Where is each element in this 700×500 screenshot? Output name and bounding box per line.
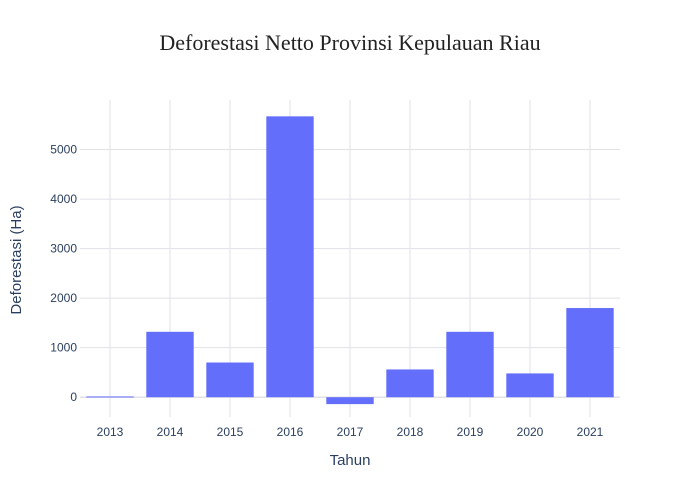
y-tick-label: 3000 xyxy=(50,242,77,256)
bar-2016[interactable] xyxy=(266,116,314,398)
y-tick-label: 1000 xyxy=(50,341,77,355)
x-tick-label: 2013 xyxy=(97,425,124,439)
x-tick-label: 2016 xyxy=(277,425,304,439)
x-tick-label: 2014 xyxy=(157,425,184,439)
bar-2017[interactable] xyxy=(326,397,374,405)
x-tick-label: 2021 xyxy=(577,425,604,439)
y-tick-labels: 0 1000 2000 3000 4000 5000 xyxy=(50,143,77,405)
bar-2015[interactable] xyxy=(206,362,254,398)
y-tick-label: 5000 xyxy=(50,143,77,157)
bar-2021[interactable] xyxy=(566,308,614,398)
y-tick-label: 2000 xyxy=(50,291,77,305)
x-tick-label: 2018 xyxy=(397,425,424,439)
x-tick-label: 2015 xyxy=(217,425,244,439)
x-tick-labels: 2013 2014 2015 2016 2017 2018 2019 2020 2021 xyxy=(97,425,604,439)
y-tick-label: 0 xyxy=(70,390,77,404)
y-tick-label: 4000 xyxy=(50,192,77,206)
x-tick-label: 2019 xyxy=(457,425,484,439)
y-axis-title: Deforestasi (Ha) xyxy=(8,205,25,314)
x-tick-label: 2020 xyxy=(517,425,544,439)
chart-title: Deforestasi Netto Provinsi Kepulauan Ria… xyxy=(159,30,540,55)
bar-2014[interactable] xyxy=(146,331,194,398)
bar-2020[interactable] xyxy=(506,373,554,398)
x-axis-title: Tahun xyxy=(330,452,371,469)
x-tick-label: 2017 xyxy=(337,425,364,439)
bars xyxy=(86,116,614,405)
bar-2013[interactable] xyxy=(86,396,134,398)
bar-2018[interactable] xyxy=(386,369,434,398)
bar-2019[interactable] xyxy=(446,331,494,398)
